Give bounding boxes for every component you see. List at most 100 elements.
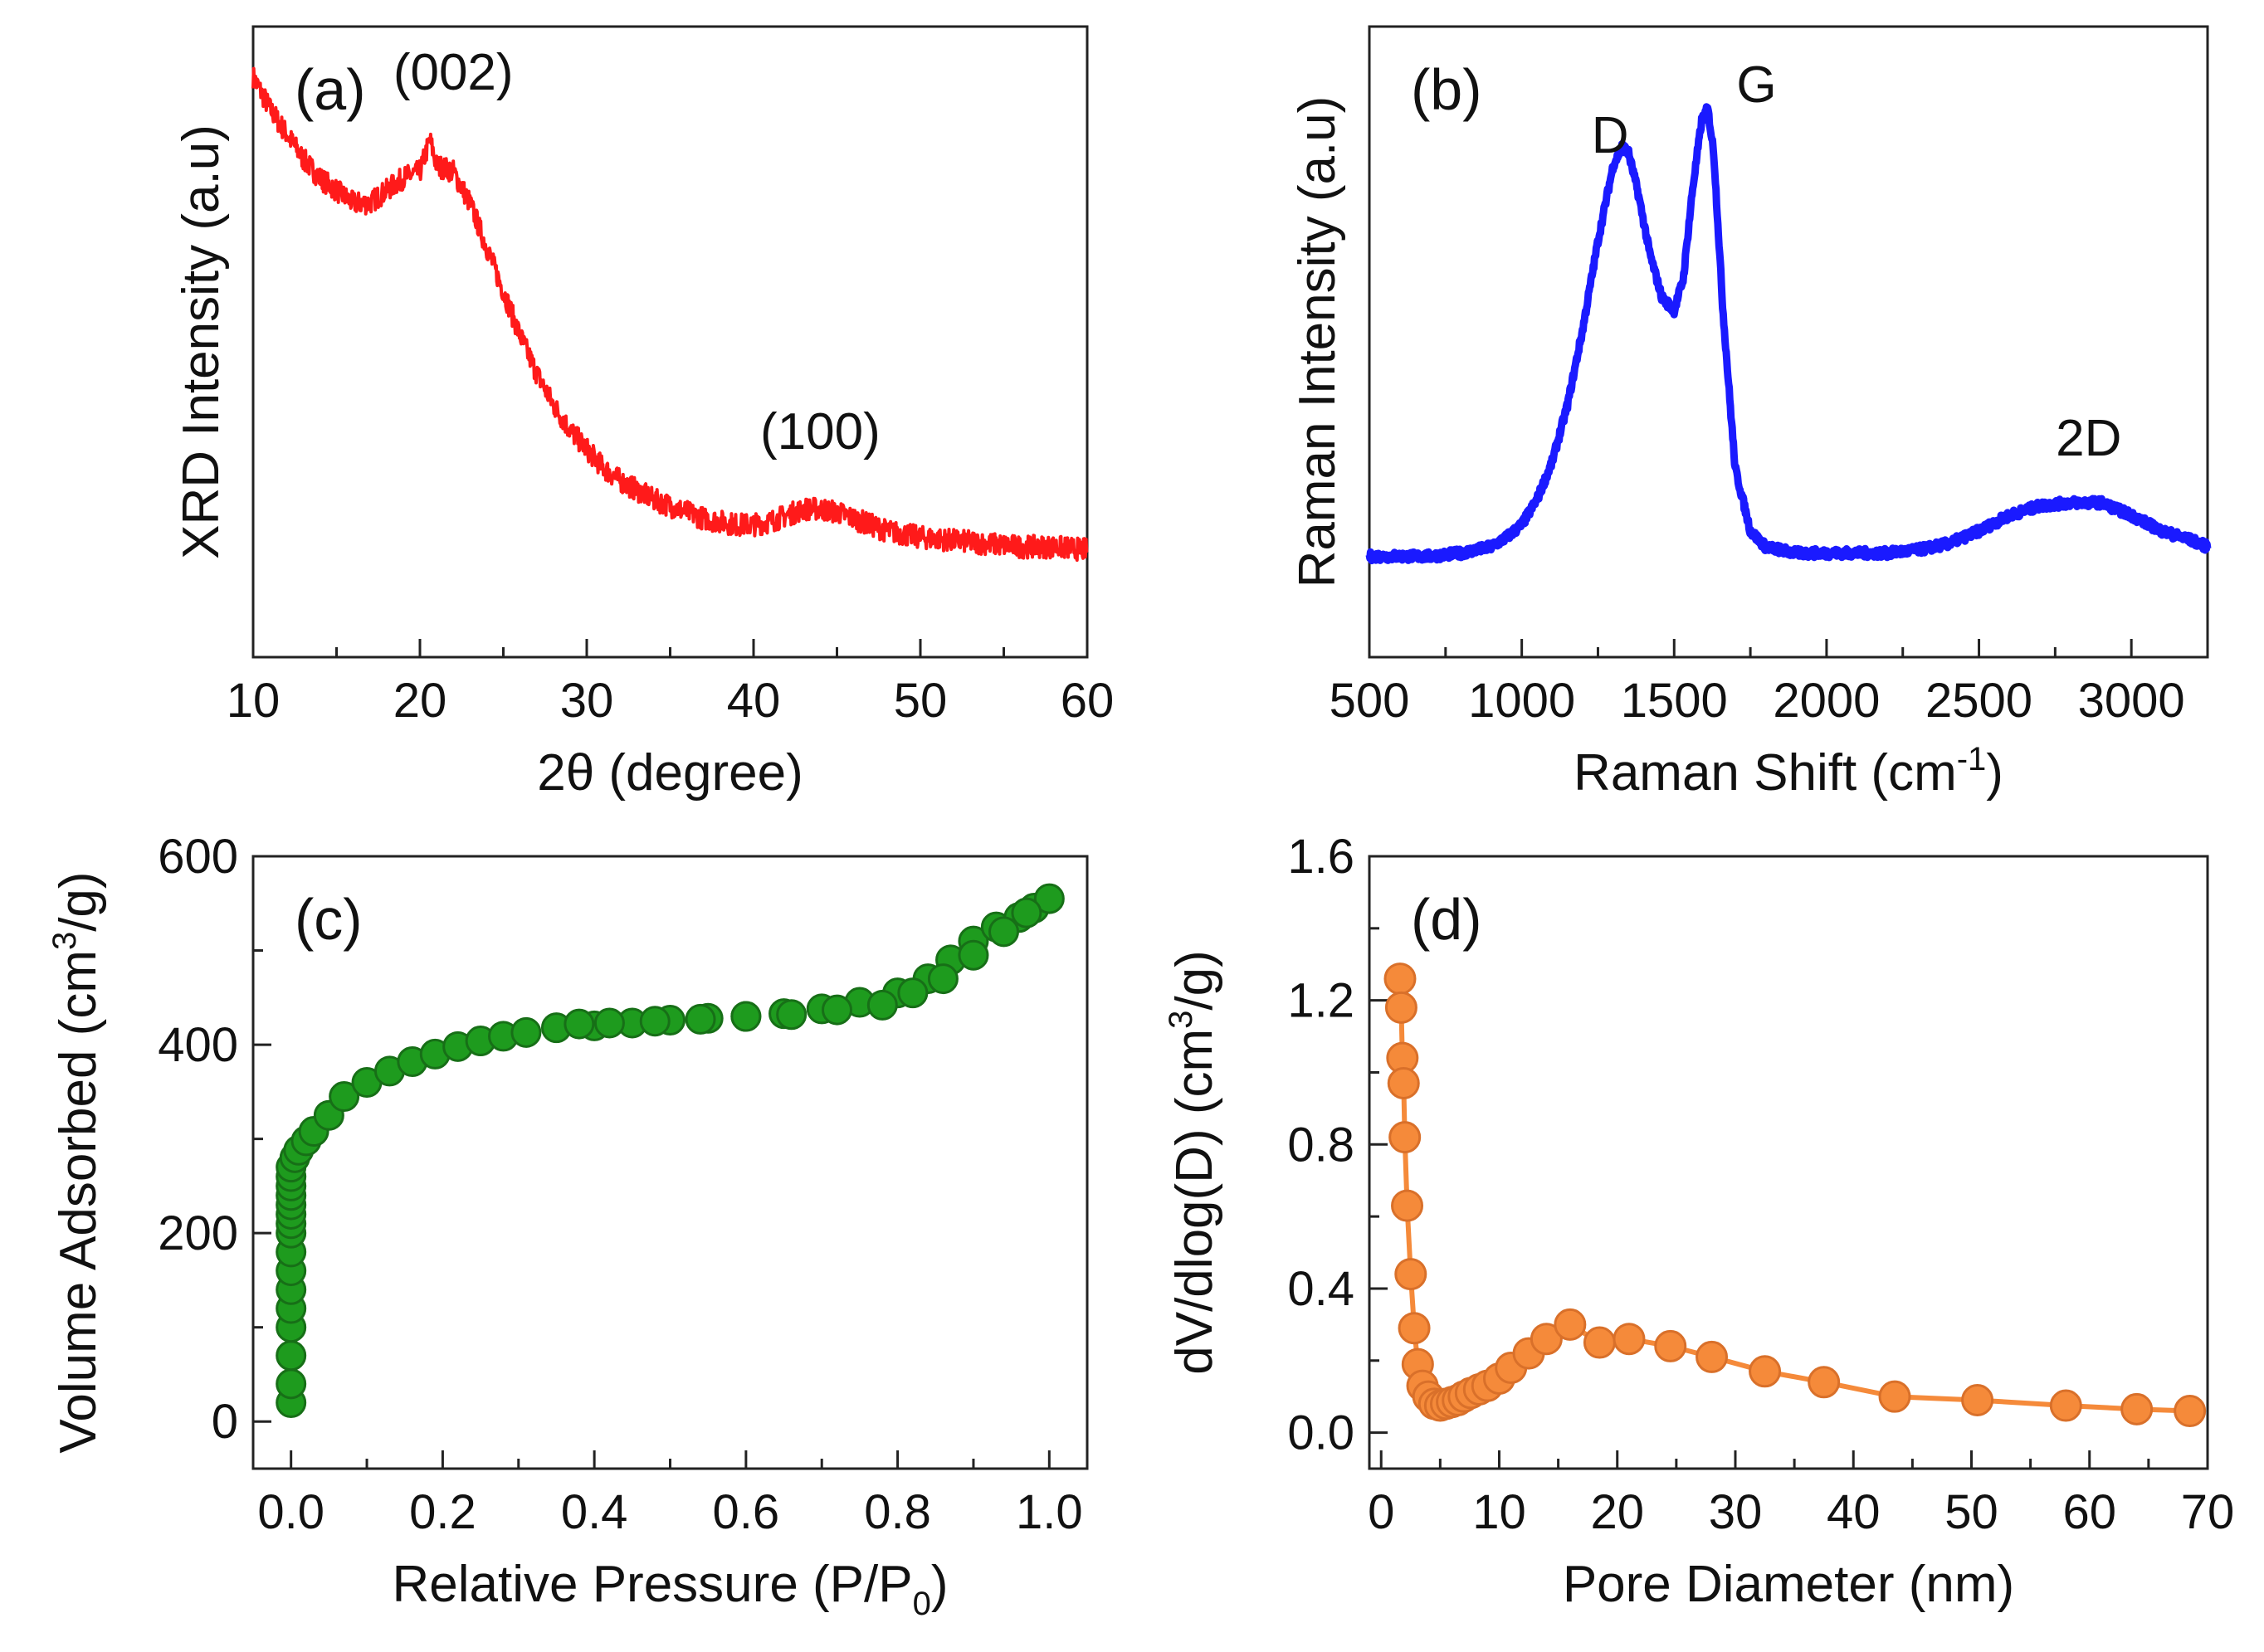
x-tick-label: 50 xyxy=(894,674,948,728)
x-tick-label: 20 xyxy=(1590,1485,1644,1539)
x-tick-label: 3000 xyxy=(2078,674,2185,728)
annotation: (002) xyxy=(393,44,514,101)
y-tick-label: 0.8 xyxy=(1287,1118,1354,1172)
x-tick-label: 0.0 xyxy=(257,1485,324,1539)
data-point xyxy=(276,1340,307,1372)
x-tick-label: 0.2 xyxy=(409,1485,476,1539)
data-point xyxy=(927,963,959,995)
data-point xyxy=(1387,1066,1420,1099)
annotation: D xyxy=(1592,107,1629,164)
data-point xyxy=(1961,1384,1994,1417)
plot-frame xyxy=(251,25,1089,659)
x-tick-label: 1.0 xyxy=(1016,1485,1083,1539)
data-point xyxy=(329,1081,360,1113)
x-tick-label: 40 xyxy=(1827,1485,1881,1539)
annotation: 2D xyxy=(2056,410,2121,467)
x-tick-label: 20 xyxy=(393,674,447,728)
x-tick-label: 10 xyxy=(1472,1485,1526,1539)
panel-b: 500 1000 1500 2000 2500 3000 Raman Shift (cm-1… xyxy=(1289,25,2212,802)
x-tick-label: 0.8 xyxy=(864,1485,931,1539)
data-point xyxy=(1383,962,1417,996)
data-point xyxy=(1878,1380,1911,1413)
x-tick-label: 0.6 xyxy=(713,1485,780,1539)
y-axis-label: Volume Adsorbed (cm3/g) xyxy=(46,871,107,1453)
data-point xyxy=(822,994,852,1026)
data-point xyxy=(1398,1312,1431,1345)
x-tick-label: 2000 xyxy=(1773,674,1880,728)
data-point xyxy=(776,999,808,1031)
x-axis-label: 2θ (degree) xyxy=(537,744,803,802)
panel-label: (c) xyxy=(295,887,363,952)
data-point xyxy=(2120,1392,2154,1425)
x-tick-label: 2500 xyxy=(1925,674,2032,728)
data-point xyxy=(1011,897,1042,928)
data-point xyxy=(593,1007,625,1039)
y-tick-label: 0.4 xyxy=(1287,1262,1354,1316)
data-point xyxy=(1808,1366,1841,1399)
data-point xyxy=(730,1001,762,1032)
y-tick-label: 0 xyxy=(212,1395,238,1449)
data-point xyxy=(2174,1395,2207,1428)
y-tick-label: 200 xyxy=(158,1206,238,1260)
y-axis-label: XRD Intensity (a.u) xyxy=(173,124,230,559)
panel-label: (a) xyxy=(295,57,366,122)
data-point xyxy=(897,977,929,1009)
data-point xyxy=(1033,883,1065,914)
annotation: G xyxy=(1736,56,1776,114)
x-tick-label: 40 xyxy=(727,674,781,728)
panel-label: (d) xyxy=(1411,887,1482,952)
y-tick-label: 400 xyxy=(158,1018,238,1072)
x-tick-label: 70 xyxy=(2181,1485,2235,1539)
x-tick-label: 500 xyxy=(1330,674,1410,728)
panel-a: 10 20 30 40 50 60 2θ (degree) XRD Intensity (a.… xyxy=(173,25,1115,802)
x-tick-label: 10 xyxy=(227,674,281,728)
y-axis-label: dV/dlog(D) (cm3/g) xyxy=(1163,950,1223,1374)
data-point xyxy=(1654,1329,1687,1362)
data-point xyxy=(1384,991,1417,1024)
panel-d: 0 10 20 30 40 50 60 70 0.0 0.4 0.8 1.2 1.6 Pore Diame… xyxy=(1163,830,2234,1613)
data-point xyxy=(276,1368,307,1400)
data-point xyxy=(1554,1308,1587,1341)
x-axis-label: Raman Shift (cm-1) xyxy=(1574,741,2003,802)
annotation: (100) xyxy=(760,403,881,461)
data-point xyxy=(1388,1121,1422,1154)
data-point xyxy=(1613,1323,1646,1356)
y-axis-label: Raman Intensity (a.u) xyxy=(1289,96,1346,588)
data-point xyxy=(1583,1326,1616,1359)
series-line xyxy=(1365,103,2212,565)
data-point xyxy=(1394,1258,1427,1291)
x-tick-label: 30 xyxy=(1709,1485,1763,1539)
y-tick-label: 0.0 xyxy=(1287,1406,1354,1460)
plot-frame xyxy=(1368,855,2209,1470)
data-point xyxy=(564,1008,595,1040)
data-point xyxy=(685,1003,716,1035)
panel-c: 0.0 0.2 0.4 0.6 0.8 1.0 0 200 400 600 Relative Pre… xyxy=(46,830,1089,1622)
data-point xyxy=(639,1006,671,1037)
data-point xyxy=(1391,1189,1424,1222)
series-line xyxy=(251,66,1089,563)
data-point xyxy=(1749,1355,1782,1388)
x-tick-label: 0 xyxy=(1368,1485,1394,1539)
x-tick-label: 0.4 xyxy=(561,1485,628,1539)
data-point xyxy=(866,989,898,1021)
x-tick-label: 1500 xyxy=(1621,674,1728,728)
data-point xyxy=(1696,1340,1729,1373)
data-point xyxy=(988,916,1019,948)
x-tick-label: 60 xyxy=(2062,1485,2116,1539)
plot-frame xyxy=(1368,25,2209,659)
y-tick-label: 1.6 xyxy=(1287,830,1354,884)
data-point xyxy=(2049,1389,2082,1422)
y-tick-label: 600 xyxy=(158,830,238,884)
x-axis-label: Relative Pressure (P/P0) xyxy=(392,1556,948,1622)
data-point xyxy=(958,939,989,971)
x-tick-label: 60 xyxy=(1061,674,1115,728)
x-tick-label: 1000 xyxy=(1468,674,1575,728)
panel-label: (b) xyxy=(1411,57,1482,122)
x-axis-label: Pore Diameter (nm) xyxy=(1563,1556,2014,1613)
data-point xyxy=(510,1016,542,1048)
data-point xyxy=(1530,1323,1563,1356)
x-tick-label: 30 xyxy=(560,674,614,728)
y-tick-label: 1.2 xyxy=(1287,974,1354,1028)
x-tick-label: 50 xyxy=(1944,1485,1998,1539)
